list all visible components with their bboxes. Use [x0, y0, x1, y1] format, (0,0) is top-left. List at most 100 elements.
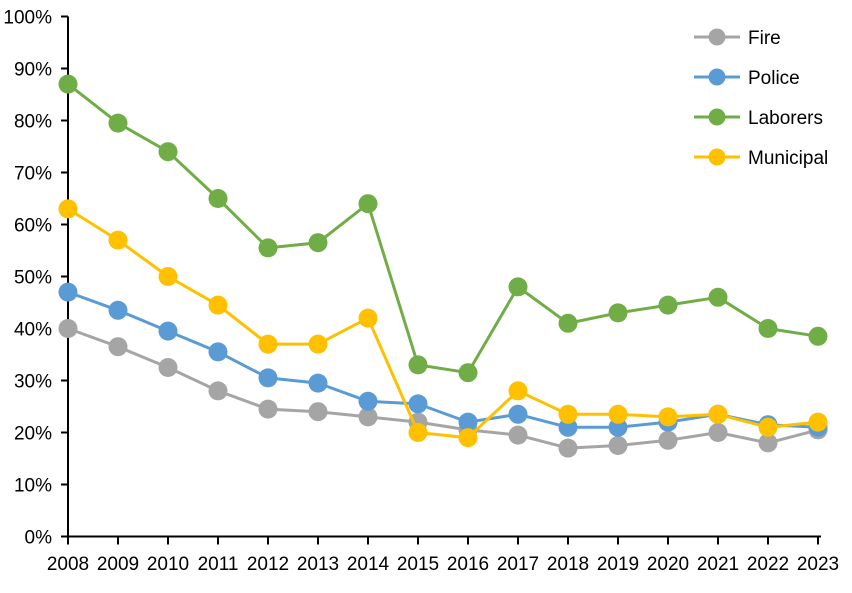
- data-point-police-2009: [108, 300, 128, 320]
- legend-label-police: Police: [748, 68, 800, 89]
- data-point-municipal-2008: [58, 199, 78, 219]
- data-point-municipal-2009: [108, 230, 128, 250]
- data-point-police-2018: [558, 417, 578, 437]
- y-axis-tick-label: 0%: [25, 528, 53, 549]
- data-point-fire-2017: [508, 425, 528, 445]
- legend-marker-dot-fire: [708, 28, 726, 46]
- series-line-laborers: [66, 82, 820, 375]
- y-axis-tick-label: 50%: [14, 268, 52, 289]
- data-point-laborers-2011: [208, 189, 228, 208]
- data-point-municipal-2016: [458, 428, 478, 448]
- legend-marker-dot-laborers: [708, 108, 726, 126]
- data-point-laborers-2009: [108, 113, 128, 133]
- data-point-fire-2018: [558, 438, 578, 458]
- data-point-police-2011: [208, 342, 228, 362]
- data-point-municipal-2012: [258, 334, 278, 354]
- data-point-fire-2009: [108, 337, 128, 357]
- x-axis-tick-label: 2018: [547, 554, 589, 575]
- legend-item-police: Police: [694, 68, 800, 89]
- y-axis-tick-label: 60%: [14, 216, 52, 237]
- x-axis-tick-label: 2015: [397, 554, 439, 575]
- x-axis-tick-label: 2011: [198, 554, 239, 575]
- data-point-fire-2022: [758, 433, 778, 453]
- data-point-police-2017: [508, 404, 528, 424]
- y-axis-tick-label: 40%: [14, 320, 52, 341]
- data-point-municipal-2010: [158, 267, 178, 286]
- x-axis-tick-label: 2017: [497, 554, 539, 575]
- series-line-fire: [66, 327, 820, 450]
- x-axis-tick-label: 2010: [147, 554, 189, 575]
- data-point-municipal-2015: [408, 423, 428, 442]
- data-point-laborers-2019: [608, 303, 628, 323]
- data-point-laborers-2017: [508, 277, 528, 297]
- data-point-laborers-2022: [758, 319, 778, 338]
- data-point-municipal-2013: [308, 334, 328, 354]
- data-point-municipal-2011: [208, 295, 228, 315]
- data-point-municipal-2019: [608, 404, 628, 424]
- data-point-laborers-2012: [258, 238, 278, 258]
- legend-marker-dot-police: [708, 68, 726, 86]
- data-point-laborers-2010: [158, 142, 178, 162]
- data-point-laborers-2013: [308, 233, 328, 253]
- y-axis-tick-label: 100%: [3, 8, 52, 29]
- data-point-police-2019: [608, 417, 628, 437]
- data-point-municipal-2018: [558, 404, 578, 424]
- data-point-municipal-2023: [808, 412, 828, 432]
- data-point-laborers-2008: [58, 74, 78, 94]
- data-point-fire-2014: [358, 407, 378, 427]
- data-point-laborers-2014: [358, 194, 378, 214]
- data-point-police-2008: [58, 282, 78, 302]
- x-axis-tick-label: 2013: [297, 554, 339, 575]
- data-point-laborers-2015: [408, 355, 428, 375]
- x-axis-tick-label: 2009: [97, 554, 139, 575]
- data-point-police-2016: [458, 412, 478, 432]
- legend-label-fire: Fire: [748, 28, 781, 49]
- legend-label-laborers: Laborers: [748, 108, 823, 129]
- data-point-police-2015: [408, 394, 428, 414]
- data-point-fire-2011: [208, 381, 228, 401]
- x-axis-tick-label: 2019: [597, 554, 639, 575]
- data-point-laborers-2020: [658, 295, 678, 315]
- x-axis-tick-label: 2014: [347, 554, 390, 575]
- data-point-fire-2008: [58, 319, 78, 338]
- data-point-police-2012: [258, 368, 278, 388]
- y-axis-tick-label: 70%: [14, 164, 52, 185]
- y-axis-tick-label: 30%: [14, 372, 52, 393]
- data-point-laborers-2018: [558, 313, 578, 333]
- y-axis-tick-label: 80%: [14, 112, 52, 133]
- legend-item-laborers: Laborers: [694, 108, 823, 129]
- data-point-fire-2021: [708, 423, 728, 442]
- data-point-laborers-2016: [458, 363, 478, 383]
- y-axis-tick-label: 90%: [14, 60, 52, 81]
- data-point-municipal-2021: [708, 404, 728, 424]
- data-point-laborers-2021: [708, 287, 728, 307]
- legend-marker-dot-municipal: [708, 148, 726, 166]
- legend-item-municipal: Municipal: [694, 148, 828, 169]
- series-line-police: [66, 290, 820, 429]
- y-axis-tick-label: 10%: [14, 476, 52, 497]
- legend-label-municipal: Municipal: [748, 148, 828, 169]
- data-point-fire-2019: [608, 436, 628, 455]
- x-axis-tick-label: 2020: [647, 554, 689, 575]
- x-axis-tick-label: 2022: [747, 554, 789, 575]
- data-point-police-2010: [158, 321, 178, 341]
- x-axis-tick-label: 2021: [697, 554, 739, 575]
- data-point-municipal-2020: [658, 407, 678, 427]
- x-axis-tick-label: 2012: [247, 554, 289, 575]
- data-point-fire-2012: [258, 399, 278, 419]
- x-axis-tick-label: 2023: [797, 554, 839, 575]
- legend-item-fire: Fire: [694, 28, 781, 49]
- data-point-laborers-2023: [808, 326, 828, 346]
- series-line-municipal: [66, 207, 820, 440]
- data-point-police-2013: [308, 373, 328, 393]
- data-point-fire-2020: [658, 430, 678, 450]
- data-point-municipal-2022: [758, 417, 778, 437]
- x-axis-tick-label: 2016: [447, 554, 489, 575]
- data-point-fire-2010: [158, 358, 178, 377]
- x-axis-tick-label: 2008: [47, 554, 89, 575]
- data-point-municipal-2017: [508, 381, 528, 401]
- data-point-police-2014: [358, 391, 378, 411]
- data-point-fire-2013: [308, 402, 328, 422]
